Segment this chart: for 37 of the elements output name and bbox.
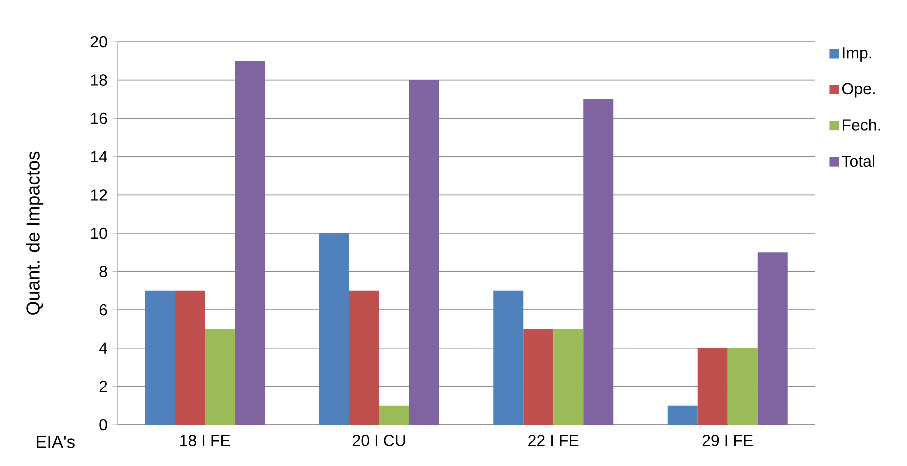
y-tick-label: 8 bbox=[100, 266, 108, 278]
y-tick-label: 4 bbox=[99, 342, 108, 354]
bar bbox=[698, 348, 728, 425]
x-tick-label: 22 I FE bbox=[528, 435, 579, 446]
legend-label: Imp. bbox=[843, 48, 872, 62]
bar bbox=[584, 99, 614, 425]
legend-label: Total bbox=[842, 155, 874, 168]
bar bbox=[349, 290, 380, 425]
y-tick-label: 12 bbox=[91, 190, 108, 201]
bar bbox=[205, 329, 236, 425]
y-tick-label: 16 bbox=[91, 112, 108, 124]
y-tick-label: 10 bbox=[91, 228, 108, 240]
bar bbox=[145, 290, 176, 425]
y-tick-label: 2 bbox=[100, 381, 108, 392]
bar bbox=[554, 329, 584, 425]
y-tick-label: 0 bbox=[100, 419, 108, 431]
bar bbox=[319, 233, 350, 425]
bar bbox=[758, 252, 788, 425]
bar bbox=[524, 329, 554, 425]
x-tick-label: 20 I CU bbox=[353, 435, 406, 446]
bar bbox=[235, 61, 266, 425]
bar bbox=[494, 290, 524, 425]
bar bbox=[728, 348, 758, 425]
bar bbox=[668, 406, 698, 425]
bar bbox=[175, 290, 206, 425]
bar bbox=[379, 406, 410, 425]
legend-label: Ope. bbox=[842, 83, 875, 98]
y-tick-label: 6 bbox=[100, 304, 108, 316]
x-tick-label: 18 I FE bbox=[180, 435, 230, 446]
x-axis-title: EIA's bbox=[37, 436, 75, 448]
y-tick-label: 18 bbox=[91, 74, 108, 86]
bar bbox=[409, 80, 440, 425]
y-tick-label: 20 bbox=[90, 36, 108, 48]
y-axis-title: Quant. de Impactos bbox=[26, 152, 44, 315]
y-tick-label: 14 bbox=[91, 151, 108, 162]
legend-label: Fech. bbox=[843, 119, 880, 131]
x-tick-label: 29 I FE bbox=[702, 435, 753, 446]
